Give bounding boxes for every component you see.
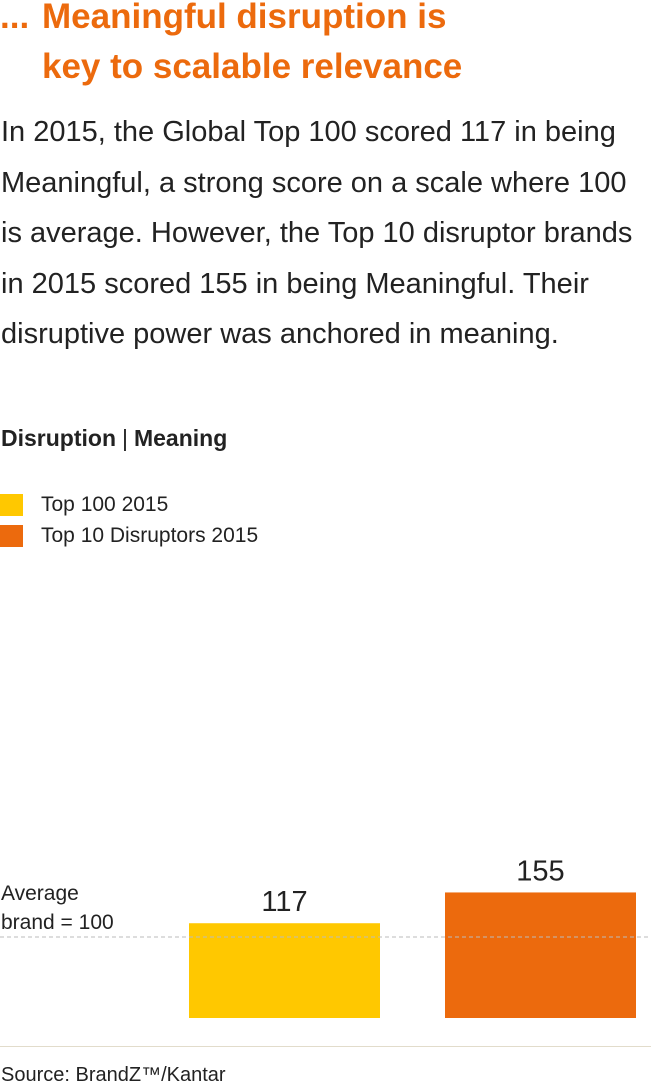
- bar-top100: [189, 923, 380, 1018]
- average-label-line-2: brand = 100: [1, 911, 114, 934]
- headline-prefix: ...: [0, 0, 30, 36]
- average-brand-label: Average brand = 100: [1, 879, 114, 937]
- bar-value-label-top100: 117: [261, 886, 307, 918]
- chart-legend: Top 100 2015 Top 10 Disruptors 2015: [0, 489, 258, 551]
- average-label-line-1: Average: [1, 882, 79, 905]
- headline: ... Meaningful disruption is key to scala…: [0, 0, 651, 92]
- source-note: Source: BrandZ™/Kantar: [1, 1064, 226, 1086]
- legend-item-top100: Top 100 2015: [0, 489, 258, 520]
- chart-heading-separator: |: [122, 425, 128, 451]
- legend-label-top100: Top 100 2015: [41, 492, 169, 516]
- legend-item-disruptors: Top 10 Disruptors 2015: [0, 520, 258, 551]
- body-paragraph: In 2015, the Global Top 100 scored 117 i…: [1, 116, 633, 350]
- bar-disruptors: [445, 892, 636, 1018]
- bar-chart: 117 155: [0, 855, 651, 1018]
- legend-swatch-top100: [0, 493, 23, 516]
- chart-heading-part-2: Meaning: [133, 425, 228, 451]
- legend-label-disruptors: Top 10 Disruptors 2015: [41, 523, 259, 547]
- chart-heading-part-1: Disruption: [1, 425, 116, 451]
- headline-line-1: ... Meaningful disruption is: [0, 0, 651, 42]
- headline-text-1: Meaningful disruption is: [42, 0, 447, 36]
- source-divider: [0, 1046, 651, 1047]
- legend-swatch-disruptors: [0, 524, 23, 547]
- headline-line-2: key to scalable relevance: [42, 47, 463, 86]
- bar-value-label-disruptors: 155: [516, 855, 564, 887]
- chart-heading: Disruption | Meaning: [1, 425, 227, 452]
